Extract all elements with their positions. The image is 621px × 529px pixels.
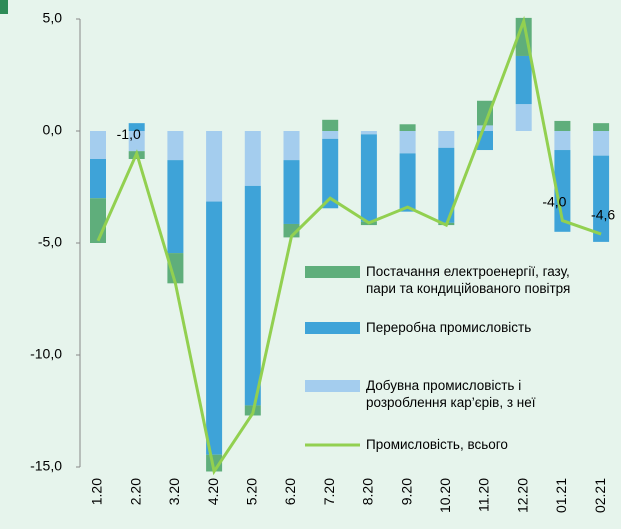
bar-segment bbox=[399, 124, 416, 131]
bar-segment bbox=[244, 131, 261, 186]
legend-label: Переробна промисловість bbox=[366, 320, 532, 335]
bar-segment bbox=[360, 134, 377, 222]
y-tick-label: -15,0 bbox=[30, 458, 62, 474]
x-tick-label: 5.20 bbox=[244, 478, 260, 505]
x-tick-label: 6.20 bbox=[282, 478, 298, 505]
bar-segment bbox=[554, 131, 571, 151]
bar-segment bbox=[244, 185, 261, 406]
data-label: -4,6 bbox=[591, 207, 615, 223]
x-tick-label: 01.21 bbox=[553, 478, 569, 513]
x-tick-label: 4.20 bbox=[205, 478, 221, 505]
y-tick-label: -5,0 bbox=[38, 234, 62, 250]
bar-segment bbox=[593, 123, 610, 131]
bar-segment bbox=[593, 131, 610, 156]
x-tick-label: 02.21 bbox=[592, 478, 608, 513]
bar-segment bbox=[283, 131, 300, 161]
data-label: -1,0 bbox=[117, 126, 141, 142]
bar-segment bbox=[515, 55, 532, 105]
x-tick-label: 10.20 bbox=[437, 478, 453, 513]
y-tick-label: -10,0 bbox=[30, 346, 62, 362]
bar-segment bbox=[167, 253, 184, 284]
bar-segment bbox=[593, 155, 610, 242]
legend-label: Промисловість, всього bbox=[366, 437, 508, 452]
legend-label: Добувна промисловість і розроблення кар’… bbox=[366, 378, 536, 410]
bar-segment bbox=[438, 131, 455, 148]
bar-segment bbox=[128, 123, 145, 131]
legend-swatch bbox=[305, 322, 360, 334]
bar-segment bbox=[128, 131, 145, 152]
legend-label: Постачання електроенергії, газу, пари та… bbox=[366, 264, 571, 296]
bar-segment bbox=[322, 131, 339, 139]
total-line bbox=[96, 15, 602, 476]
bar-segment bbox=[322, 119, 339, 131]
bar-segment bbox=[515, 104, 532, 131]
bar-segment bbox=[167, 160, 184, 254]
x-tick-label: 8.20 bbox=[360, 478, 376, 505]
bar-segment bbox=[90, 159, 106, 199]
bar-segment bbox=[399, 153, 416, 212]
bar-segment bbox=[167, 131, 184, 161]
bar-segment bbox=[360, 131, 377, 135]
y-tick-label: 5,0 bbox=[43, 10, 63, 26]
x-tick-label: 12.20 bbox=[514, 478, 530, 513]
x-tick-label: 2.20 bbox=[127, 478, 143, 505]
x-tick-label: 3.20 bbox=[166, 478, 182, 505]
corner-tab bbox=[0, 0, 8, 14]
data-label: -4,0 bbox=[542, 193, 566, 209]
bar-segment bbox=[206, 131, 223, 202]
x-tick-label: 7.20 bbox=[321, 478, 337, 505]
bar-segment bbox=[554, 120, 571, 131]
legend-swatch bbox=[305, 266, 360, 278]
bar-segment bbox=[399, 131, 416, 154]
bar-segment bbox=[322, 138, 339, 209]
x-tick-label: 1.20 bbox=[89, 478, 105, 505]
bar-segment bbox=[206, 201, 223, 455]
bar-segment bbox=[90, 131, 106, 159]
legend-swatch bbox=[305, 380, 360, 392]
bar-segment bbox=[90, 198, 106, 243]
bar-segment bbox=[438, 147, 455, 223]
y-tick-label: 0,0 bbox=[43, 122, 63, 138]
x-tick-label: 11.20 bbox=[476, 478, 492, 512]
bar-segment bbox=[554, 150, 571, 232]
bar-segment bbox=[477, 100, 493, 126]
bar-segment bbox=[283, 160, 300, 224]
x-tick-label: 9.20 bbox=[398, 478, 414, 505]
